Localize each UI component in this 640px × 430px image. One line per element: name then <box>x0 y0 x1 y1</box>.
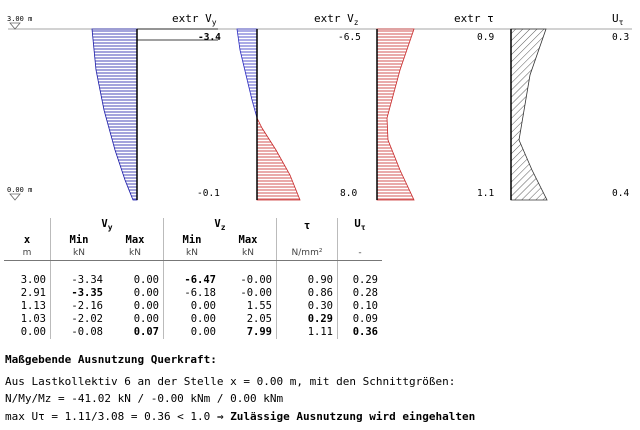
utau-diagram <box>510 28 548 201</box>
vz-max-header: Max <box>238 234 258 247</box>
vz-diagram <box>236 28 301 201</box>
elevation-top-marker <box>9 22 21 30</box>
table-row: 0.00 -0.08 0.07 0.00 7.99 1.11 0.36 <box>4 326 382 340</box>
vz-min-header: Min <box>163 234 220 248</box>
shear-results-table: Vy Vz τ Uτ x Min Max Min Max m kN kN kN … <box>4 218 382 340</box>
table-row: 1.13 -2.16 0.00 0.00 1.55 0.30 0.10 <box>4 300 382 314</box>
table-row: 1.03 -2.02 0.00 0.00 2.05 0.29 0.09 <box>4 313 382 327</box>
elevation-bottom-label: 0.00 m <box>7 186 33 194</box>
vy-diagram <box>91 28 218 201</box>
summary-heading: Maßgebende Ausnutzung Querkraft: <box>5 353 217 366</box>
unit-tau: N/mm² <box>276 247 338 262</box>
elevation-top-label: 3.00 m <box>7 15 33 23</box>
vy-min-header: Min <box>50 234 107 248</box>
summary-line-2: N/My/Mz = -41.02 kN / -0.00 kNm / 0.00 k… <box>5 392 284 405</box>
vz-group-header: Vz <box>163 218 277 235</box>
elevation-bottom-marker <box>9 193 21 201</box>
summary-line-3: max Uτ = 1.11/3.08 = 0.36 < 1.0 ⇒ Zuläss… <box>5 410 476 423</box>
tau-group-header: τ <box>276 218 338 235</box>
tau-top-value: 0.9 <box>477 32 495 43</box>
unit-utau: - <box>337 247 382 262</box>
vy-top-value: -3.4 <box>198 32 221 43</box>
vy-max-header: Max <box>125 234 145 247</box>
vy-bottom-value: -0.1 <box>197 188 220 199</box>
shear-diagrams <box>8 22 632 201</box>
verdict-text: Zulässige Ausnutzung wird eingehalten <box>230 410 476 423</box>
vz-bottom-value: 8.0 <box>340 188 358 199</box>
unit-vz-max: kN <box>220 247 277 262</box>
tau-title: extr τ <box>454 12 494 25</box>
vz-title: extr Vz <box>314 12 359 28</box>
summary-line-1: Aus Lastkollektiv 6 an der Stelle x = 0.… <box>5 375 456 388</box>
vy-title: extr Vy <box>172 12 217 28</box>
tau-bottom-value: 1.1 <box>477 188 495 199</box>
tau-diagram <box>376 28 415 201</box>
vy-group-header: Vy <box>50 218 164 235</box>
utau-title: Uτ <box>612 12 624 28</box>
unit-x: m <box>4 247 51 262</box>
unit-vz-min: kN <box>163 247 220 262</box>
utau-top-value: 0.3 <box>612 32 630 43</box>
x-header: x <box>23 234 31 247</box>
table-row: 2.91 -3.35 0.00 -6.18 -0.00 0.86 0.28 <box>4 287 382 301</box>
vz-top-value: -6.5 <box>338 32 361 43</box>
utau-group-header: Uτ <box>337 218 382 235</box>
arrow-icon: ⇒ <box>216 410 224 423</box>
utau-bottom-value: 0.4 <box>612 188 630 199</box>
table-row: 3.00 -3.34 0.00 -6.47 -0.00 0.90 0.29 <box>4 274 382 288</box>
unit-vy-min: kN <box>50 247 107 262</box>
unit-vy-max: kN <box>107 247 164 262</box>
